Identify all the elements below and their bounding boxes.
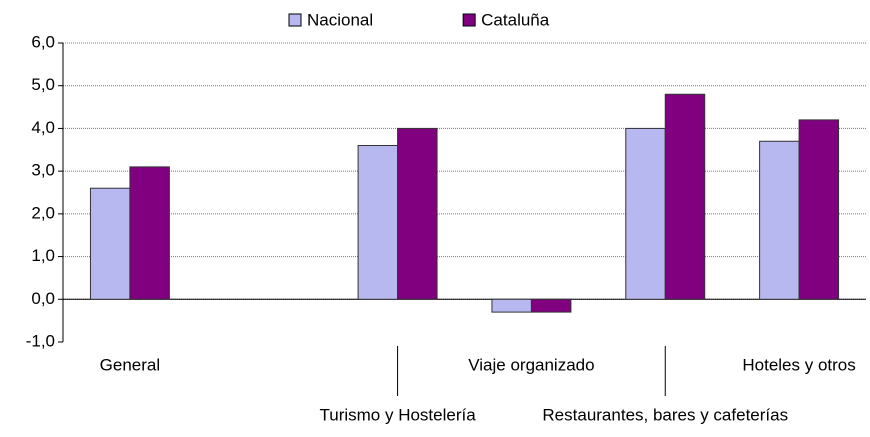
y-tick-label: 4,0 [31,118,55,137]
x-tick-label: General [100,355,160,374]
bar [759,140,800,300]
y-tick-label: 6,0 [31,32,55,51]
bar [664,93,706,300]
bar [625,127,666,300]
y-tick-label: -1,0 [26,331,55,350]
y-tick-label: 5,0 [31,75,55,94]
bar [491,298,532,313]
legend-label: Cataluña [481,10,550,29]
bar [397,127,438,300]
legend-label: Nacional [307,10,373,29]
y-tick-label: 2,0 [31,203,55,222]
y-tick-label: 0,0 [31,289,55,308]
bar [89,187,131,300]
legend-swatch [288,13,302,27]
legend-swatch [462,13,476,27]
x-tick-label: Turismo y Hostelería [319,405,476,424]
bar [357,145,399,300]
bar [530,298,572,313]
x-tick-label: Hoteles y otros [742,355,855,374]
bar [129,166,170,300]
x-tick-label: Viaje organizado [468,355,594,374]
y-tick-label: 1,0 [31,246,55,265]
x-tick-label: Restaurantes, bares y cafeterías [542,405,788,424]
y-tick-label: 3,0 [31,161,55,180]
bar [798,119,840,300]
